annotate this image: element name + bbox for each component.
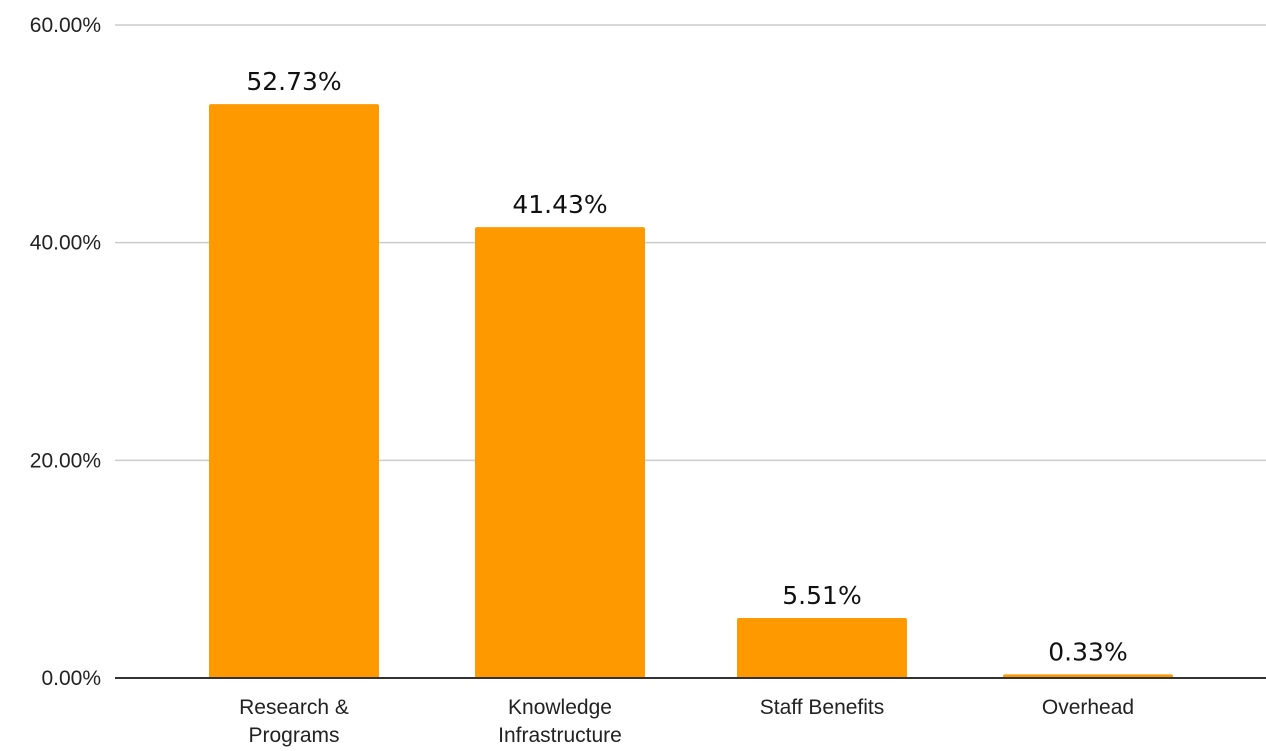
x-category-label-line: Staff Benefits xyxy=(760,696,885,719)
data-label: 5.51% xyxy=(782,581,861,610)
x-category-label-line: Overhead xyxy=(1042,696,1134,719)
bar xyxy=(737,618,907,678)
x-category-label: Staff Benefits xyxy=(760,696,885,719)
data-label: 41.43% xyxy=(512,190,607,219)
x-category-label-line: Knowledge xyxy=(508,696,612,719)
x-category-label: Research & Programs xyxy=(239,696,349,747)
x-category-label: Knowledge Infrastructure xyxy=(498,696,622,747)
x-category-label: Overhead xyxy=(1042,696,1134,719)
data-labels: 52.73% 41.43% 5.51% 0.33% xyxy=(246,67,1127,666)
x-category-label-line: Programs xyxy=(248,724,339,747)
x-category-label-line: Research & xyxy=(239,696,349,719)
y-tick-label: 20.00% xyxy=(30,449,101,472)
x-category-label-line: Infrastructure xyxy=(498,724,622,747)
bar xyxy=(475,227,645,678)
y-axis-ticks: 0.00% 20.00% 40.00% 60.00% xyxy=(30,14,101,690)
y-tick-label: 60.00% xyxy=(30,14,101,37)
y-tick-label: 40.00% xyxy=(30,232,101,255)
data-label: 52.73% xyxy=(246,67,341,96)
x-axis-categories: Research & Programs Knowledge Infrastructur… xyxy=(239,696,1134,747)
data-label: 0.33% xyxy=(1048,637,1127,666)
bar xyxy=(209,104,379,679)
y-tick-label: 0.00% xyxy=(41,667,101,690)
bars xyxy=(209,104,1173,679)
